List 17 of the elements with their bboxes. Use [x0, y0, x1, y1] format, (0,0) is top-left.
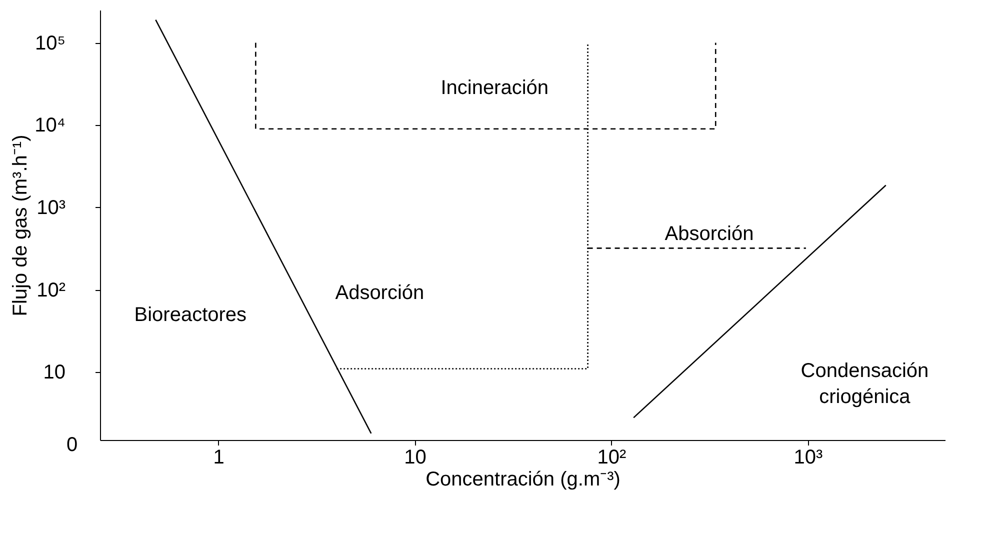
y-tick-label: 10³: [36, 196, 66, 219]
annotation: Absorción: [664, 223, 754, 246]
x-axis-title: Concentración (g.m⁻³): [426, 468, 620, 490]
y-tick-label: 10⁴: [34, 114, 66, 137]
y-axis-title: Flujo de gas (m³.h⁻¹): [10, 134, 32, 316]
y-tick-label: 10: [43, 362, 66, 384]
annotation: Adsorción: [335, 282, 424, 304]
annotation: Condensación criogénica: [800, 360, 929, 408]
y-tick-label: 10²: [36, 279, 66, 302]
x-tick-label: 1: [213, 446, 224, 468]
text: 0: [66, 434, 78, 456]
x-tick-label: 10³: [794, 446, 823, 468]
annotation: Bioreactores: [134, 304, 247, 326]
annotation: Incineración: [440, 76, 549, 99]
x-tick-label: 10²: [597, 446, 627, 468]
y-tick-label: 10⁵: [34, 32, 66, 54]
x-tick-label: 10: [404, 446, 426, 468]
